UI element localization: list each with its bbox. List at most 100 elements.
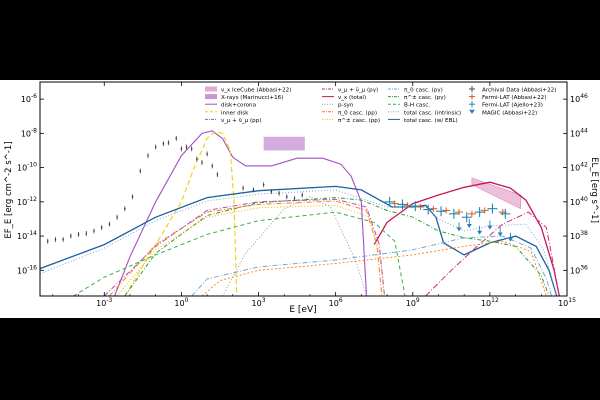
- legend-label: MAGIC (Abbasi+22): [482, 110, 537, 116]
- archival-point: [242, 187, 244, 189]
- y-tick-label-left: 10-8: [21, 127, 37, 138]
- archival-point: [77, 233, 80, 236]
- y-tick-label-left: 10-12: [17, 196, 37, 207]
- y-tick-label-left: 10-10: [17, 162, 37, 173]
- magic-ul-point: [507, 237, 513, 242]
- y-tick-label-right: 1036: [570, 264, 588, 275]
- legend-label: X-rays (Marinucci+16): [221, 95, 283, 101]
- archival-point: [62, 238, 64, 241]
- legend-label: total casc. (w/ EBL): [404, 118, 458, 124]
- legend-label: disk+corona: [221, 103, 256, 109]
- y-tick-label-right: 1040: [570, 196, 588, 207]
- archival-point: [206, 153, 208, 155]
- y-axis-right-label: EL_E [erg s^-1]: [589, 157, 599, 223]
- archival-point: [100, 226, 103, 229]
- archival-point: [93, 230, 95, 232]
- icecube-band: [471, 177, 522, 210]
- legend-label: ν_x IceCube (Abbasi+22): [221, 88, 291, 94]
- x-tick-label: 1015: [558, 297, 576, 308]
- archival-point: [301, 194, 303, 196]
- archival-point: [293, 197, 296, 200]
- series-line: [40, 189, 558, 296]
- archival-point: [116, 216, 118, 218]
- archival-point: [190, 148, 193, 150]
- archival-point: [286, 196, 288, 198]
- archival-point: [185, 146, 188, 148]
- magic-ul-point: [466, 223, 472, 228]
- archival-point: [252, 189, 255, 191]
- legend-label: Fermi-LAT (Ajello+23): [482, 103, 543, 109]
- archival-point: [270, 190, 273, 193]
- legend-label: B-H casc.: [404, 103, 430, 109]
- y-tick-label-right: 1044: [570, 127, 588, 138]
- x-tick-label: 100: [174, 297, 188, 308]
- legend-label: π_0 casc. (pp): [338, 110, 377, 116]
- series-line: [124, 130, 238, 296]
- legend-label: ν_μ + ν̄_μ (pγ): [338, 88, 378, 94]
- magic-ul-point: [456, 227, 462, 232]
- x-tick-label: 10-3: [96, 297, 112, 308]
- archival-point: [124, 207, 126, 210]
- series-line: [116, 204, 385, 296]
- y-tick-label-left: 10-16: [17, 264, 37, 275]
- archival-point: [180, 148, 183, 150]
- y-tick-label-right: 1046: [570, 93, 588, 104]
- legend-label: Archival Data (Abbasi+22): [482, 88, 556, 94]
- legend-label: ν_μ + ν̄_μ (pp): [221, 118, 261, 124]
- magic-ul-point: [497, 232, 503, 237]
- y-axis-left-label: EF_E [erg cm^-2 s^-1]: [4, 141, 14, 238]
- series-line: [425, 211, 560, 296]
- series-line: [222, 196, 367, 296]
- x-axis-label: E [eV]: [289, 305, 316, 315]
- y-tick-label-left: 10-14: [17, 230, 37, 241]
- archival-point: [154, 146, 157, 148]
- legend-label: π^± casc. (pp): [338, 118, 380, 124]
- archival-point: [262, 184, 265, 186]
- archival-point: [139, 170, 141, 172]
- legend-label: total casc. (intrinsic): [404, 110, 461, 116]
- archival-point: [85, 232, 87, 235]
- archival-point: [131, 196, 134, 198]
- series-line: [73, 211, 406, 296]
- legend-swatch: [469, 109, 475, 114]
- x-tick-label: 106: [329, 297, 343, 308]
- legend-label: p-syn: [338, 103, 354, 109]
- archival-point: [278, 192, 280, 194]
- series-line: [109, 200, 383, 296]
- archival-point: [167, 142, 170, 144]
- legend-label: inner disk: [221, 110, 249, 116]
- archival-point: [216, 173, 219, 176]
- x-tick-label: 1012: [481, 297, 499, 308]
- archival-point: [162, 142, 165, 145]
- series-line: [201, 240, 547, 296]
- archival-point: [175, 137, 177, 140]
- y-tick-label-right: 1042: [570, 162, 588, 173]
- series-line: [191, 235, 553, 296]
- series-line: [114, 130, 368, 296]
- archival-point: [147, 154, 149, 157]
- archival-point: [211, 165, 213, 167]
- sed-figure: 10-3 100 103 106 109 1012 1015 10-6 10-8 10-10 10-…: [0, 80, 600, 318]
- archival-point: [47, 240, 49, 242]
- legend-label: π^± casc. (pγ): [404, 95, 446, 101]
- y-tick-label-right: 1038: [570, 230, 588, 241]
- archival-point: [201, 161, 203, 164]
- x-tick-label: 103: [252, 297, 266, 308]
- xray-box: [263, 136, 305, 151]
- legend-swatch: [205, 94, 217, 100]
- archival-point: [108, 223, 111, 225]
- archival-point: [54, 238, 57, 241]
- magic-ul-point: [477, 230, 483, 235]
- legend-label: Fermi-LAT (Abbasi+22): [482, 95, 546, 101]
- magic-ul-point: [487, 225, 493, 230]
- series-line: [373, 181, 560, 296]
- legend-label: π_0 casc. (pγ): [404, 88, 443, 94]
- archival-point: [196, 158, 198, 160]
- y-tick-label-left: 10-6: [21, 93, 37, 104]
- sed-chart: 10-3 100 103 106 109 1012 1015 10-6 10-8 10-10 10-…: [4, 81, 599, 315]
- series-line: [103, 198, 385, 296]
- legend-label: ν_x (total): [338, 95, 366, 101]
- series-line: [124, 197, 550, 296]
- archival-point: [70, 235, 72, 237]
